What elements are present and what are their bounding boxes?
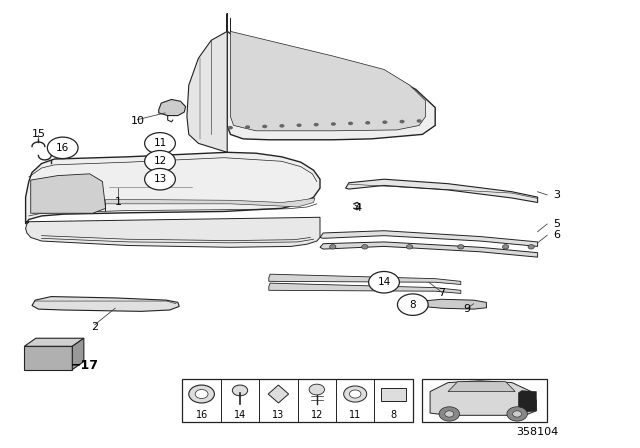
Text: 2: 2 [91,322,99,332]
Polygon shape [187,31,227,152]
Polygon shape [159,99,186,116]
Circle shape [528,245,534,249]
Polygon shape [24,338,84,346]
Text: 7: 7 [438,289,445,298]
Circle shape [145,133,175,154]
Text: 8: 8 [410,300,416,310]
Circle shape [330,245,336,249]
Circle shape [309,384,324,395]
Text: 10: 10 [131,116,145,126]
Polygon shape [320,231,538,246]
Polygon shape [31,174,106,213]
Text: 8: 8 [390,410,397,420]
Circle shape [458,245,464,249]
Bar [182,379,413,422]
Text: 15: 15 [31,129,45,139]
Circle shape [228,126,233,129]
Circle shape [279,124,284,128]
Polygon shape [430,381,536,415]
Polygon shape [269,274,461,284]
Circle shape [245,125,250,129]
Polygon shape [268,385,289,403]
Text: −17: −17 [70,358,99,372]
Circle shape [362,245,368,249]
Text: 16: 16 [195,410,208,420]
Polygon shape [72,338,84,370]
Polygon shape [448,382,515,392]
Polygon shape [269,283,461,293]
Circle shape [397,294,428,315]
Text: 12: 12 [154,156,166,166]
Polygon shape [422,299,486,309]
Text: 14: 14 [378,277,390,287]
Circle shape [445,411,454,417]
Circle shape [439,407,460,421]
Circle shape [47,137,78,159]
Circle shape [502,245,509,249]
Polygon shape [230,18,426,131]
Text: 4: 4 [355,203,362,213]
Polygon shape [346,179,538,202]
Text: 5: 5 [554,219,560,229]
Circle shape [189,385,214,403]
Circle shape [349,390,361,398]
Circle shape [344,386,367,402]
Text: 12: 12 [310,410,323,420]
Polygon shape [320,242,538,257]
Polygon shape [518,391,536,413]
Circle shape [369,271,399,293]
Circle shape [399,120,404,123]
Circle shape [348,121,353,125]
Circle shape [314,123,319,126]
Circle shape [365,121,371,125]
Text: 358104: 358104 [516,427,559,437]
Text: 13: 13 [154,174,166,184]
Text: 11: 11 [154,138,166,148]
Polygon shape [32,297,179,311]
Polygon shape [26,217,320,247]
Circle shape [195,390,208,399]
Text: 16: 16 [56,143,69,153]
Polygon shape [24,346,72,370]
Circle shape [513,411,522,417]
Circle shape [331,122,336,126]
Circle shape [262,125,268,128]
Circle shape [382,121,387,124]
Text: 1: 1 [115,197,122,207]
Circle shape [406,245,413,249]
Circle shape [232,385,248,396]
Circle shape [145,168,175,190]
Polygon shape [227,13,435,140]
Text: 6: 6 [554,230,560,240]
Text: 9: 9 [463,304,471,314]
Text: 13: 13 [272,410,285,420]
Polygon shape [26,152,320,224]
Text: 3: 3 [554,190,560,200]
Polygon shape [106,198,315,211]
Text: 14: 14 [234,410,246,420]
Circle shape [507,407,527,421]
Bar [422,379,547,422]
Circle shape [296,124,301,127]
Bar [381,388,406,401]
Circle shape [145,151,175,172]
Text: 11: 11 [349,410,362,420]
Circle shape [417,119,422,123]
